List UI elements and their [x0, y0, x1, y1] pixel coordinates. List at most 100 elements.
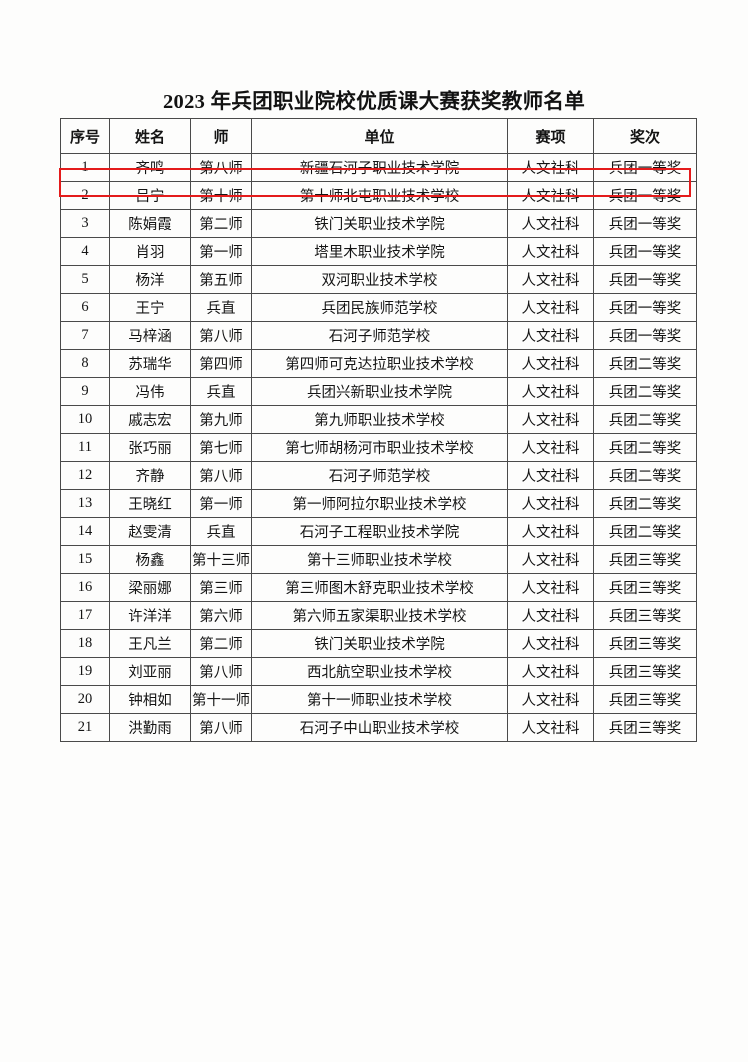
cell-event: 人文社科 [507, 293, 594, 322]
table-row: 2 吕宁 第十师 第十师北屯职业技术学校 人文社科 兵团一等奖 [60, 181, 697, 210]
cell-index: 2 [60, 181, 110, 210]
cell-division: 第十一师 [190, 685, 252, 714]
cell-name: 戚志宏 [109, 405, 191, 434]
cell-unit: 第三师图木舒克职业技术学校 [251, 573, 508, 602]
cell-event: 人文社科 [507, 237, 594, 266]
cell-name: 吕宁 [109, 181, 191, 210]
cell-event: 人文社科 [507, 265, 594, 294]
cell-event: 人文社科 [507, 629, 594, 658]
table-row: 11 张巧丽 第七师 第七师胡杨河市职业技术学校 人文社科 兵团二等奖 [60, 433, 697, 462]
cell-unit: 第十一师职业技术学校 [251, 685, 508, 714]
cell-index: 20 [60, 685, 110, 714]
cell-division: 兵直 [190, 517, 252, 546]
cell-division: 第十三师 [190, 545, 252, 574]
column-header-award: 奖次 [593, 118, 697, 154]
cell-award: 兵团三等奖 [593, 545, 697, 574]
cell-division: 第八师 [190, 321, 252, 350]
cell-name: 梁丽娜 [109, 573, 191, 602]
cell-division: 第十师 [190, 181, 252, 210]
cell-unit: 铁门关职业技术学院 [251, 209, 508, 238]
cell-event: 人文社科 [507, 657, 594, 686]
table-row: 17 许洋洋 第六师 第六师五家渠职业技术学校 人文社科 兵团三等奖 [60, 601, 697, 630]
cell-name: 肖羽 [109, 237, 191, 266]
cell-index: 11 [60, 433, 110, 462]
cell-event: 人文社科 [507, 433, 594, 462]
cell-division: 第八师 [190, 713, 252, 742]
cell-event: 人文社科 [507, 461, 594, 490]
cell-index: 21 [60, 713, 110, 742]
cell-award: 兵团二等奖 [593, 461, 697, 490]
table-row: 3 陈娟霞 第二师 铁门关职业技术学院 人文社科 兵团一等奖 [60, 209, 697, 238]
cell-name: 苏瑞华 [109, 349, 191, 378]
cell-name: 刘亚丽 [109, 657, 191, 686]
cell-event: 人文社科 [507, 601, 594, 630]
cell-name: 钟相如 [109, 685, 191, 714]
cell-division: 第四师 [190, 349, 252, 378]
cell-division: 第六师 [190, 601, 252, 630]
cell-unit: 第一师阿拉尔职业技术学校 [251, 489, 508, 518]
cell-name: 杨鑫 [109, 545, 191, 574]
cell-name: 王晓红 [109, 489, 191, 518]
cell-division: 第一师 [190, 489, 252, 518]
table-row: 10 戚志宏 第九师 第九师职业技术学校 人文社科 兵团二等奖 [60, 405, 697, 434]
cell-division: 第八师 [190, 461, 252, 490]
cell-award: 兵团一等奖 [593, 209, 697, 238]
cell-award: 兵团一等奖 [593, 181, 697, 210]
cell-award: 兵团二等奖 [593, 377, 697, 406]
cell-award: 兵团一等奖 [593, 237, 697, 266]
column-header-event: 赛项 [507, 118, 594, 154]
cell-division: 第八师 [190, 153, 252, 182]
cell-index: 18 [60, 629, 110, 658]
cell-award: 兵团三等奖 [593, 657, 697, 686]
cell-unit: 铁门关职业技术学院 [251, 629, 508, 658]
table-row: 16 梁丽娜 第三师 第三师图木舒克职业技术学校 人文社科 兵团三等奖 [60, 573, 697, 602]
cell-unit: 第六师五家渠职业技术学校 [251, 601, 508, 630]
cell-unit: 第十三师职业技术学校 [251, 545, 508, 574]
cell-award: 兵团三等奖 [593, 713, 697, 742]
cell-unit: 石河子师范学校 [251, 461, 508, 490]
table-row: 4 肖羽 第一师 塔里木职业技术学院 人文社科 兵团一等奖 [60, 237, 697, 266]
table-row: 21 洪勤雨 第八师 石河子中山职业技术学校 人文社科 兵团三等奖 [60, 713, 697, 742]
cell-event: 人文社科 [507, 573, 594, 602]
cell-award: 兵团二等奖 [593, 433, 697, 462]
table-row: 7 马梓涵 第八师 石河子师范学校 人文社科 兵团一等奖 [60, 321, 697, 350]
cell-index: 10 [60, 405, 110, 434]
cell-division: 第三师 [190, 573, 252, 602]
cell-award: 兵团二等奖 [593, 517, 697, 546]
cell-unit: 石河子工程职业技术学院 [251, 517, 508, 546]
table-row: 15 杨鑫 第十三师 第十三师职业技术学校 人文社科 兵团三等奖 [60, 545, 697, 574]
cell-index: 1 [60, 153, 110, 182]
cell-index: 4 [60, 237, 110, 266]
cell-index: 14 [60, 517, 110, 546]
cell-name: 洪勤雨 [109, 713, 191, 742]
cell-division: 第九师 [190, 405, 252, 434]
column-header-index: 序号 [60, 118, 110, 154]
column-header-division: 师 [190, 118, 252, 154]
table-row: 13 王晓红 第一师 第一师阿拉尔职业技术学校 人文社科 兵团二等奖 [60, 489, 697, 518]
cell-unit: 西北航空职业技术学校 [251, 657, 508, 686]
table-row: 12 齐静 第八师 石河子师范学校 人文社科 兵团二等奖 [60, 461, 697, 490]
cell-event: 人文社科 [507, 405, 594, 434]
cell-unit: 第七师胡杨河市职业技术学校 [251, 433, 508, 462]
cell-award: 兵团三等奖 [593, 573, 697, 602]
cell-event: 人文社科 [507, 545, 594, 574]
cell-unit: 石河子中山职业技术学校 [251, 713, 508, 742]
cell-index: 12 [60, 461, 110, 490]
cell-event: 人文社科 [507, 713, 594, 742]
cell-division: 兵直 [190, 293, 252, 322]
cell-division: 兵直 [190, 377, 252, 406]
cell-unit: 兵团民族师范学校 [251, 293, 508, 322]
table-row: 18 王凡兰 第二师 铁门关职业技术学院 人文社科 兵团三等奖 [60, 629, 697, 658]
cell-name: 齐鸣 [109, 153, 191, 182]
cell-award: 兵团一等奖 [593, 321, 697, 350]
cell-name: 张巧丽 [109, 433, 191, 462]
cell-unit: 第十师北屯职业技术学校 [251, 181, 508, 210]
cell-award: 兵团三等奖 [593, 629, 697, 658]
cell-name: 王宁 [109, 293, 191, 322]
award-table-container: 序号 姓名 师 单位 赛项 奖次 1 齐鸣 第八师 新疆石河子职业技术学院 人文社科 兵团… [60, 118, 697, 742]
cell-unit: 兵团兴新职业技术学院 [251, 377, 508, 406]
cell-index: 5 [60, 265, 110, 294]
table-body: 1 齐鸣 第八师 新疆石河子职业技术学院 人文社科 兵团一等奖 2 吕宁 第十师 第十师北屯职业技… [60, 153, 697, 742]
cell-award: 兵团三等奖 [593, 601, 697, 630]
